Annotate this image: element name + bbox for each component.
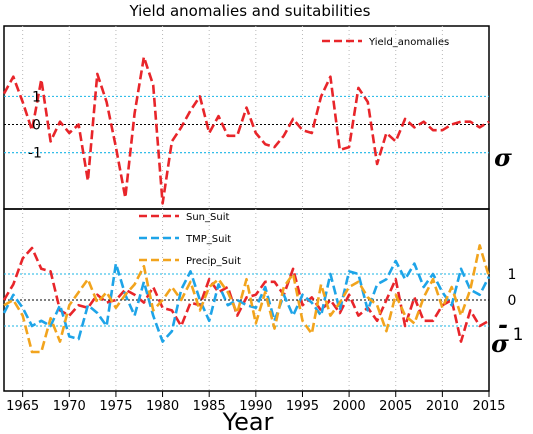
series-line-yield-anomalies — [2, 55, 490, 205]
right-axis-ticks: 10 — [508, 267, 517, 309]
series-line-sun-suit — [2, 246, 490, 343]
y-tick-label: 1 — [32, 89, 41, 105]
top-legend: Yield_anomalies — [322, 37, 449, 48]
x-tick-label: 2015 — [472, 399, 505, 414]
x-axis-label: Year — [222, 408, 274, 434]
x-axis-ticks: 1965 1970 1975 1980 1985 1990 1995 2000 2005 2010… — [6, 391, 506, 414]
bottom-ylabel-bar: - — [498, 310, 508, 339]
bottom-ylabel: - σ 1 — [491, 310, 523, 358]
x-tick-label: 1975 — [99, 399, 132, 414]
bottom-legend: Sun_Suit TMP_Suit Precip_Suit — [139, 212, 241, 267]
series-line-precip-suit — [3, 244, 491, 354]
legend-label: Precip_Suit — [186, 256, 241, 267]
x-tick-label: 1970 — [53, 399, 86, 414]
top-panel: 1 0 -1 Yield_anomalies — [2, 25, 490, 210]
bottom-ylabel-exponent: 1 — [513, 325, 524, 345]
top-ylabel: σ — [494, 143, 512, 172]
legend-label: Yield_anomalies — [368, 37, 449, 48]
x-tick-label: 2000 — [333, 399, 366, 414]
x-tick-label: 1980 — [146, 399, 179, 414]
x-tick-label: 1995 — [286, 399, 319, 414]
chart-title: Yield anomalies and suitabilities — [129, 2, 371, 20]
legend-label: TMP_Suit — [185, 234, 231, 245]
legend-label: Sun_Suit — [186, 212, 229, 223]
x-tick-label: 1985 — [193, 399, 226, 414]
y-tick-label: 0 — [32, 118, 41, 134]
bottom-ylabel-symbol: σ — [491, 329, 509, 358]
bottom-panel: Sun_Suit TMP_Suit Precip_Suit — [2, 208, 491, 392]
x-tick-label: 1965 — [6, 399, 39, 414]
y-tick-label: 0 — [508, 293, 517, 309]
x-tick-label: 2005 — [379, 399, 412, 414]
y-tick-label: 1 — [508, 267, 517, 283]
series-line-tmp-suit — [2, 259, 491, 343]
x-tick-label: 2010 — [426, 399, 459, 414]
top-panel-frame — [3, 25, 490, 210]
y-tick-label: -1 — [28, 146, 42, 162]
x-tick-label: 1990 — [239, 399, 272, 414]
